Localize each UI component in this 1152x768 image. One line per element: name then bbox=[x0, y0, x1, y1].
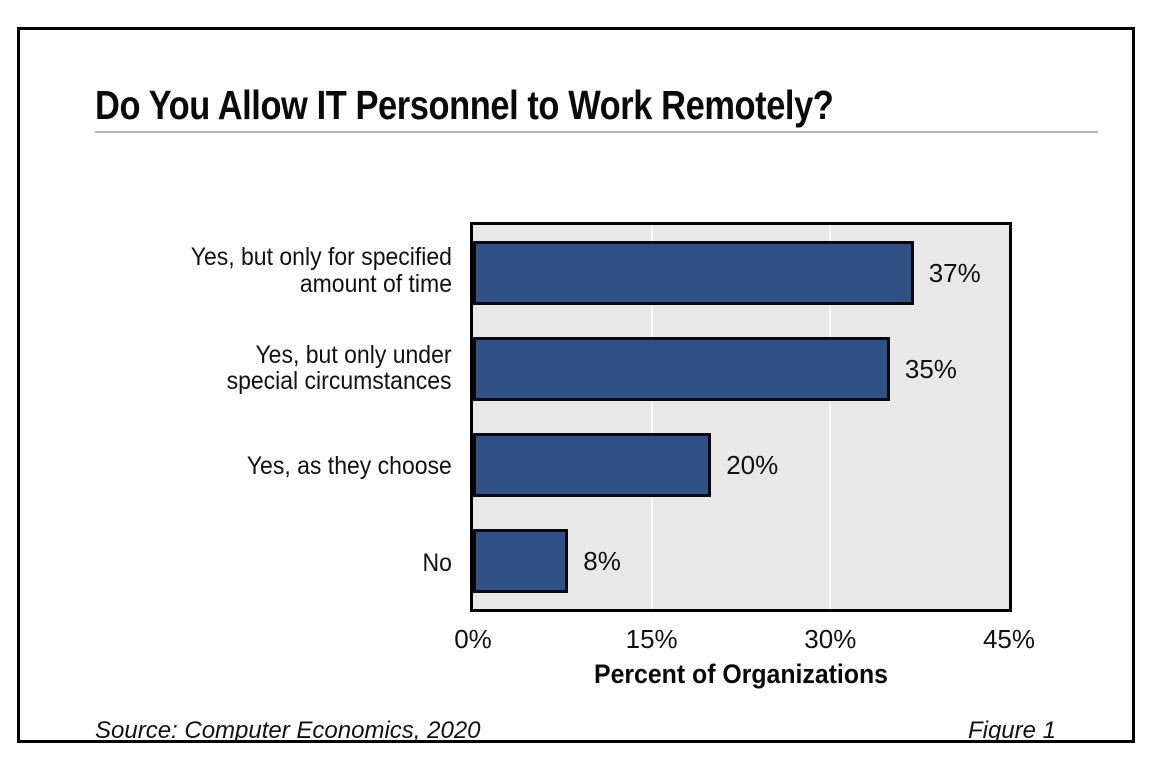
x-axis-ticks: 0% 15% 30% 45% bbox=[454, 624, 1035, 654]
category-label: Yes, but only under special circumstances bbox=[227, 340, 452, 396]
bar-row: 37% bbox=[473, 225, 1009, 321]
x-axis-title: Percent of Organizations bbox=[594, 659, 888, 689]
source-note: Source: Computer Economics, 2020 bbox=[95, 717, 481, 744]
category-label: Yes, as they choose bbox=[246, 451, 452, 480]
category-axis: Yes, but only for specified amount of tim… bbox=[80, 222, 452, 612]
category-label-row: Yes, but only for specified amount of tim… bbox=[80, 222, 452, 320]
x-tick-label: 45% bbox=[982, 624, 1036, 654]
gridline bbox=[650, 225, 653, 609]
gridline bbox=[829, 225, 832, 609]
bar bbox=[473, 241, 914, 305]
bar bbox=[473, 433, 712, 497]
bar-value-label: 8% bbox=[583, 545, 621, 576]
category-label-row: Yes, as they choose bbox=[80, 417, 452, 515]
bar-value-label: 35% bbox=[904, 353, 957, 384]
figure-label: Figure 1 bbox=[967, 717, 1056, 744]
title-divider bbox=[95, 131, 1098, 133]
category-label: No bbox=[422, 549, 452, 577]
bar bbox=[473, 337, 890, 401]
chart-title: Do You Allow IT Personnel to Work Remote… bbox=[95, 82, 834, 128]
bar-row: 20% bbox=[473, 417, 1009, 513]
bar bbox=[473, 529, 569, 593]
plot-area: 37% 35% 20% 8% bbox=[470, 222, 1012, 612]
x-tick-label: 0% bbox=[454, 624, 492, 654]
bar-row: 35% bbox=[473, 321, 1009, 417]
x-tick-label: 15% bbox=[625, 624, 678, 654]
bar-rows: 37% 35% 20% 8% bbox=[473, 225, 1009, 609]
category-label-row: No bbox=[80, 515, 452, 613]
bar-value-label: 37% bbox=[928, 257, 981, 288]
figure-frame: Do You Allow IT Personnel to Work Remote… bbox=[17, 27, 1135, 744]
bar-value-label: 20% bbox=[726, 449, 779, 480]
x-tick-label: 30% bbox=[804, 624, 857, 654]
bar-row: 8% bbox=[473, 513, 1009, 609]
category-label-row: Yes, but only under special circumstances bbox=[80, 320, 452, 418]
category-label: Yes, but only for specified amount of tim… bbox=[190, 243, 452, 298]
